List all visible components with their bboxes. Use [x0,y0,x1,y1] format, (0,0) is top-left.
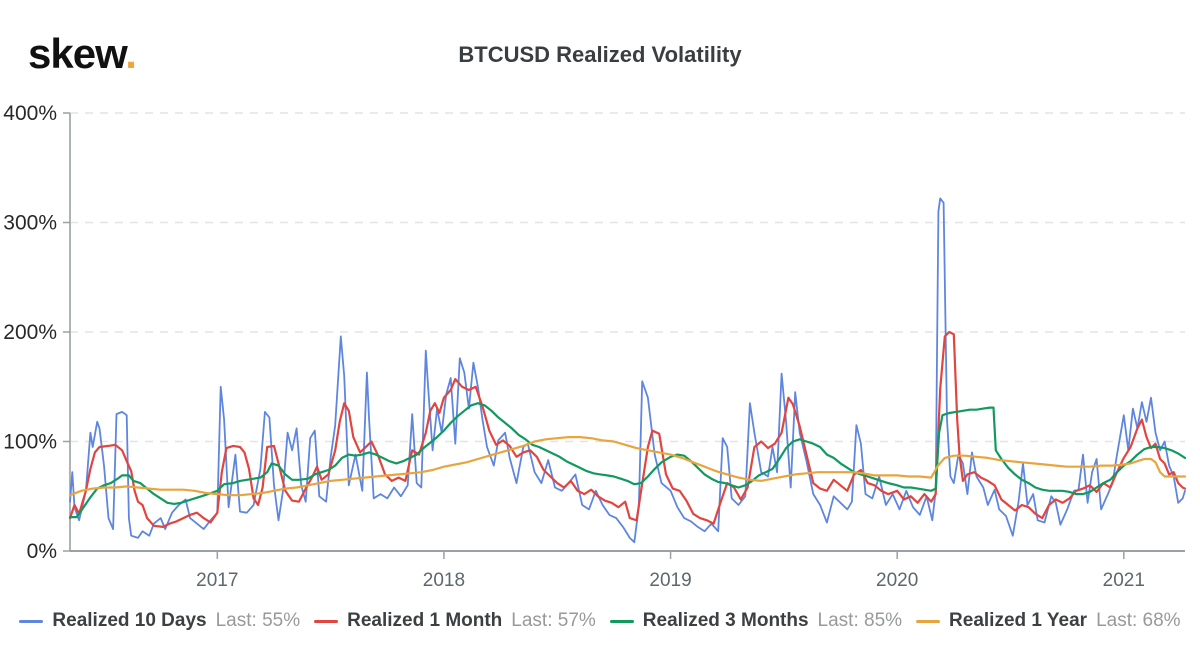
legend-last-value: Last: 85% [817,610,903,631]
legend-item-realized-1-year[interactable]: Realized 1 Year Last: 68% [916,610,1181,632]
legend-last-value: Last: 68% [1096,610,1181,631]
y-tick-label: 0% [27,540,57,563]
y-tick-label: 100% [3,431,57,454]
legend-series-name: Realized 3 Months [642,610,809,631]
series-line-realized-1-month [68,330,1187,529]
x-tick-label: 2017 [196,570,238,591]
legend-last-value: Last: 57% [511,610,596,631]
legend-last-value: Last: 55% [215,610,301,631]
logo-text: skew [28,30,126,77]
series-line-realized-1-year [68,436,1187,497]
legend-item-realized-10-days[interactable]: Realized 10 Days Last: 55% [19,610,300,632]
legend-series-name: Realized 1 Year [949,610,1088,631]
series-line-realized-3-months [68,402,1187,519]
x-tick-label: 2019 [649,570,691,591]
legend-item-realized-3-months[interactable]: Realized 3 Months Last: 85% [609,610,903,632]
series-line-realized-10-days [69,197,1186,544]
legend-item-realized-1-month[interactable]: Realized 1 Month Last: 57% [314,610,596,632]
y-tick-label: 200% [3,321,57,344]
chart-title: BTCUSD Realized Volatility [458,42,742,67]
legend-marker [314,619,339,623]
skew-logo: skew. [28,30,137,78]
logo-dot: . [125,30,137,77]
legend-marker [19,619,44,623]
y-tick-label: 300% [3,212,57,235]
legend-marker [609,619,634,623]
legend-series-name: Realized 1 Month [347,610,503,631]
x-tick-label: 2018 [423,570,465,591]
x-tick-label: 2021 [1103,570,1145,591]
legend-series-name: Realized 10 Days [52,610,207,631]
x-tick-label: 2020 [876,570,918,591]
legend: Realized 10 Days Last: 55% Realized 1 Mo… [0,610,1200,632]
y-tick-label: 400% [3,102,57,125]
legend-marker [916,619,941,623]
